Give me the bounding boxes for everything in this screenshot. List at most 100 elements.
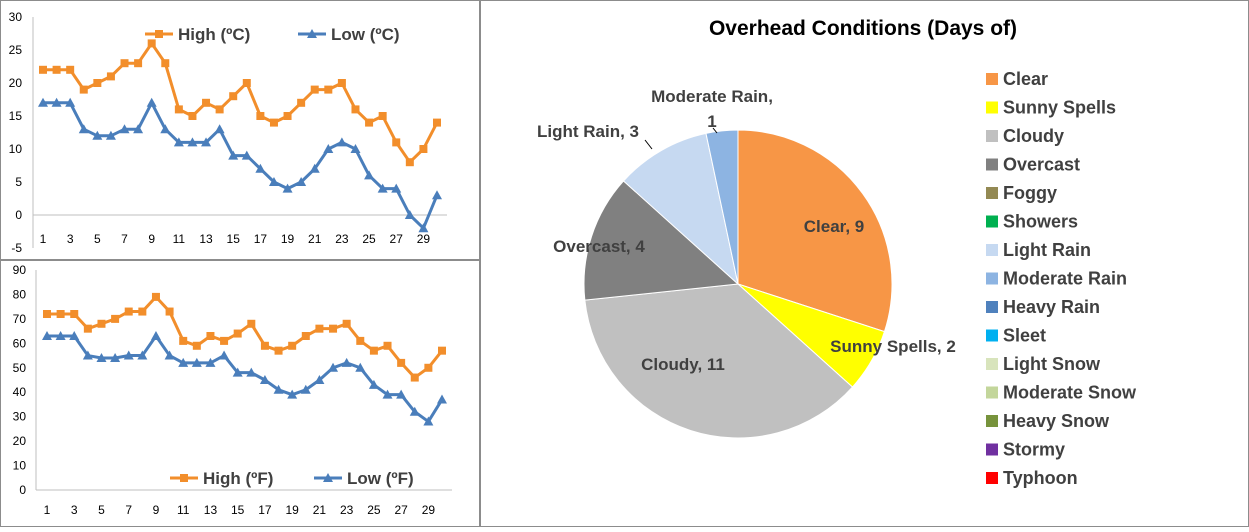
pie-legend-label-typhoon: Typhoon [1003,468,1078,488]
celsius-low-point [418,223,429,233]
fahrenheit-low-point [150,331,161,340]
pie-legend-swatch-light-rain [986,244,998,256]
pie-legend-swatch-overcast [986,158,998,171]
celsius-high-point [242,79,251,87]
pie-legend-label-overcast: Overcast [1003,155,1080,175]
pie-data-label-line: Moderate Rain, [651,87,773,106]
celsius-y-tick-label: 30 [9,10,23,24]
pie-legend-label-light-snow: Light Snow [1003,354,1101,374]
celsius-high-point [161,59,170,68]
fahrenheit-high-point [70,310,79,318]
celsius-low-point [119,124,130,134]
fahrenheit-low-point [110,353,121,362]
fahrenheit-low-point [205,357,216,367]
fahrenheit-x-tick-label: 3 [71,503,78,517]
fahrenheit-low-point [287,389,298,399]
fahrenheit-y-tick-label: 20 [13,434,27,448]
pie-slice-overcast [583,180,740,301]
celsius-low-point [323,144,334,153]
pie-legend-label-sleet: Sleet [1003,326,1046,346]
fahrenheit-high-point [138,307,147,316]
fahrenheit-x-tick-label: 5 [98,503,105,517]
fahrenheit-x-tick-label: 27 [394,503,408,517]
pie-slice-cloudy [584,283,854,439]
fahrenheit-high-point [301,332,310,340]
fahrenheit-x-tick-label: 9 [153,503,160,517]
fahrenheit-y-tick-label: 50 [13,361,27,375]
fahrenheit-low-point [246,367,257,377]
fahrenheit-high-point [274,346,283,355]
fahrenheit-low-point [368,379,379,389]
celsius-low-point [51,97,62,107]
celsius-high-point [310,85,319,94]
pie-legend-swatch-sleet [986,329,998,342]
fahrenheit-legend-high-label: High (ºF) [203,469,273,488]
celsius-low-point [228,150,239,160]
fahrenheit-x-tick-label: 21 [313,503,327,517]
celsius-low-point [241,150,252,160]
celsius-high-point [202,98,211,107]
celsius-low-point [133,124,144,134]
celsius-x-tick-label: 27 [390,232,404,246]
fahrenheit-y-tick-label: 80 [13,287,27,301]
pie-legend-swatch-moderate-snow [986,386,998,399]
fahrenheit-high-point [233,329,242,338]
fahrenheit-high-point [124,307,133,316]
celsius-low-point [404,210,415,219]
celsius-low-point [187,137,198,147]
fahrenheit-high-point [83,324,92,333]
fahrenheit-x-tick-label: 19 [285,503,299,517]
fahrenheit-low-point [341,357,352,367]
fahrenheit-low-point [232,367,243,377]
fahrenheit-high-point [315,324,324,333]
fahrenheit-low-point [42,331,52,340]
pie-leader-light-rain [644,139,653,150]
celsius-high-point [39,65,47,74]
pie-legend-label-clear: Clear [1003,69,1048,89]
celsius-high-point [419,145,428,153]
fahrenheit-x-tick-label: 1 [44,503,51,517]
celsius-x-tick-label: 23 [335,232,349,246]
celsius-high-point [106,72,115,81]
celsius-high-point [93,79,102,87]
celsius-high-point [337,79,346,87]
celsius-high-point [392,138,401,147]
fahrenheit-high-point [369,346,378,355]
overhead-conditions-pie-chart: Overhead Conditions (Days of) Clear, 9 Su… [537,17,1137,488]
pie-legend-label-light-rain: Light Rain [1003,240,1091,260]
celsius-high-point [215,105,224,114]
pie-legend-label-showers: Showers [1003,212,1078,232]
celsius-y-tick-label: 10 [9,142,23,156]
fahrenheit-high-point [165,307,174,316]
fahrenheit-x-tick-label: 29 [422,503,436,517]
celsius-x-tick-label: 13 [199,232,213,246]
celsius-high-point [269,118,278,127]
fahrenheit-legend-low-marker [323,473,333,482]
fahrenheit-low-point [273,384,284,394]
celsius-high-point [283,112,292,120]
celsius-low-point [146,97,157,107]
celsius-low-point [92,130,103,140]
pie-legend-swatch-light-snow [986,358,998,370]
pie-legend-label-cloudy: Cloudy [1003,126,1064,146]
fahrenheit-low-point [219,350,230,360]
fahrenheit-low-point [96,353,107,362]
pie-slice-clear [737,129,893,333]
fahrenheit-low-point [423,416,434,426]
celsius-legend-low-label: Low (ºC) [331,25,400,44]
pie-data-label-sunny-spells: Sunny Spells, 2 [830,337,956,356]
fahrenheit-high-point [56,310,65,318]
fahrenheit-high-point [410,373,419,382]
celsius-low-point [336,137,347,147]
fahrenheit-low-point [191,357,202,367]
fahrenheit-x-tick-label: 15 [231,503,245,517]
fahrenheit-low-point [55,331,66,340]
fahrenheit-low-point [437,394,447,404]
fahrenheit-high-point [329,324,338,333]
pie-data-label-moderate-rain: Moderate Rain, 1 [651,87,773,131]
fahrenheit-high-point [206,332,215,340]
celsius-high-point [147,39,156,48]
pie-legend-swatch-cloudy [986,130,998,142]
pie-legend-swatch-typhoon [986,472,998,484]
